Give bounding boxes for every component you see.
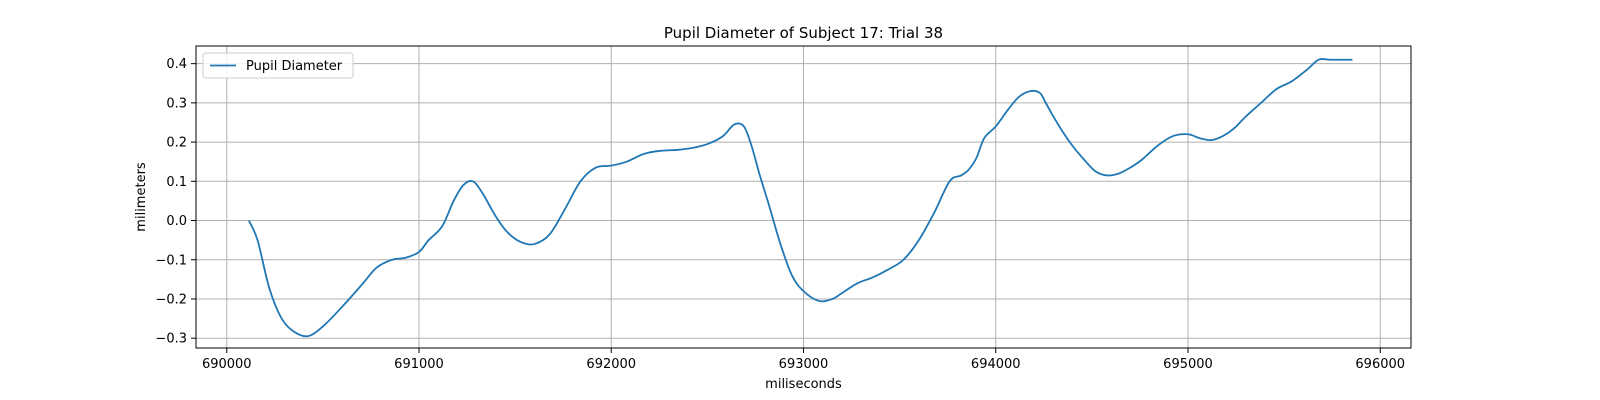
y-tick-label: 0.3 — [166, 96, 187, 111]
y-tick-label: 0.2 — [166, 136, 187, 151]
y-tick-label: −0.3 — [155, 332, 187, 347]
grid-lines — [196, 46, 1411, 348]
y-tick-label: 0.4 — [166, 57, 187, 72]
y-tick-label: −0.1 — [155, 253, 187, 268]
series-line-pupil-diameter — [248, 58, 1353, 338]
x-axis-label: miliseconds — [765, 377, 842, 392]
x-tick-label: 692000 — [586, 357, 636, 372]
x-tick-label: 696000 — [1355, 357, 1405, 372]
legend: Pupil Diameter — [202, 52, 354, 79]
x-tick-label: 691000 — [394, 357, 444, 372]
y-tick-label: 0.1 — [166, 175, 187, 190]
x-tick-label: 693000 — [779, 357, 829, 372]
data-layer — [248, 58, 1353, 338]
y-tick-label: −0.2 — [155, 292, 187, 307]
axis-ticks: 690000 691000 692000 693000 694000 695000 6960… — [155, 57, 1405, 372]
y-axis-label: milimeters — [134, 162, 149, 232]
legend-label: Pupil Diameter — [246, 59, 343, 74]
x-tick-label: 690000 — [202, 357, 252, 372]
x-tick-label: 694000 — [971, 357, 1021, 372]
y-tick-label: 0.0 — [166, 214, 187, 229]
chart-title: Pupil Diameter of Subject 17: Trial 38 — [664, 24, 943, 42]
legend-box — [202, 52, 354, 79]
x-tick-label: 695000 — [1163, 357, 1213, 372]
